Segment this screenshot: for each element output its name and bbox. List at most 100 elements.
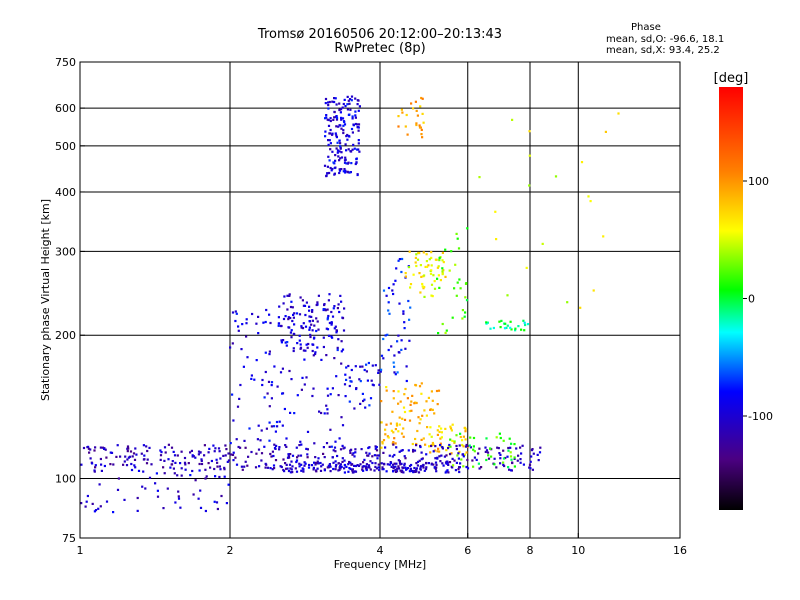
data-point: [177, 490, 180, 493]
data-point: [416, 114, 419, 117]
data-point: [381, 442, 384, 445]
data-point: [420, 458, 423, 461]
data-point: [497, 447, 500, 450]
point-cluster: [277, 293, 346, 353]
data-point: [331, 133, 334, 136]
data-point: [492, 326, 495, 330]
data-point: [415, 462, 418, 465]
data-point: [243, 465, 246, 468]
data-point: [328, 321, 331, 325]
data-point: [306, 456, 309, 459]
data-point: [345, 135, 348, 138]
data-point: [420, 96, 423, 100]
data-point: [493, 463, 496, 466]
data-point: [235, 463, 239, 466]
data-point: [432, 450, 435, 453]
data-point: [162, 466, 165, 469]
data-point: [459, 435, 462, 439]
data-point: [459, 432, 462, 435]
data-point: [334, 460, 337, 463]
data-point: [438, 455, 441, 458]
data-point: [207, 462, 210, 465]
data-point: [378, 454, 381, 457]
data-point: [440, 431, 443, 434]
data-point: [352, 143, 355, 146]
data-point: [286, 308, 289, 311]
data-point: [315, 329, 318, 333]
data-point: [589, 200, 592, 203]
data-point: [436, 450, 439, 453]
data-point: [336, 141, 339, 144]
x-tick-label: 10: [571, 544, 585, 557]
data-point: [334, 450, 337, 453]
data-point: [340, 118, 343, 121]
data-point: [289, 467, 292, 470]
data-point: [392, 431, 395, 434]
data-point: [451, 423, 454, 426]
data-point: [441, 447, 444, 450]
axes: 1 2 4 6 8 10 16 75 100 200 300 400 500 600 750: [55, 56, 687, 557]
data-point: [472, 448, 475, 451]
data-point: [399, 469, 402, 472]
data-point: [340, 116, 343, 119]
data-point: [349, 171, 352, 174]
data-point: [457, 468, 460, 471]
data-point: [388, 454, 391, 457]
data-point: [357, 129, 360, 132]
data-point: [408, 339, 411, 342]
data-point: [163, 459, 166, 462]
data-point: [119, 455, 122, 458]
data-point: [499, 457, 502, 460]
data-point: [329, 393, 332, 396]
data-point: [89, 448, 92, 451]
data-point: [409, 467, 412, 471]
data-point: [243, 439, 246, 442]
data-point: [400, 449, 403, 452]
data-point: [215, 458, 218, 461]
data-point: [354, 448, 357, 451]
data-point: [525, 266, 528, 269]
data-point: [327, 139, 330, 142]
data-point: [87, 447, 90, 450]
data-point: [468, 444, 471, 447]
data-point: [300, 463, 303, 466]
data-point: [331, 456, 334, 459]
data-point: [380, 368, 383, 371]
data-point: [327, 101, 330, 104]
data-point: [414, 437, 417, 441]
data-point: [116, 444, 119, 447]
data-point: [278, 420, 281, 423]
data-point: [300, 443, 303, 446]
data-point: [489, 447, 492, 450]
data-point: [277, 324, 280, 327]
data-point: [308, 326, 311, 329]
data-point: [406, 133, 409, 136]
data-point: [238, 397, 241, 400]
data-point: [229, 346, 232, 349]
data-point: [361, 392, 364, 395]
data-point: [378, 468, 381, 472]
data-point: [509, 455, 513, 458]
data-point: [268, 421, 271, 424]
data-point: [382, 357, 385, 360]
data-point: [347, 364, 350, 368]
data-point: [259, 439, 262, 442]
data-point: [330, 445, 333, 448]
data-point: [279, 371, 283, 374]
data-point: [311, 394, 314, 398]
data-point: [385, 423, 388, 426]
data-point: [398, 450, 401, 453]
data-point: [278, 305, 281, 308]
data-point: [283, 407, 286, 411]
data-point: [516, 459, 519, 462]
data-point: [333, 97, 336, 100]
data-point: [415, 467, 418, 470]
data-point: [338, 171, 341, 175]
data-point: [403, 418, 407, 421]
data-point: [156, 489, 159, 492]
data-point: [356, 123, 359, 126]
data-point: [304, 462, 307, 465]
data-point: [294, 467, 297, 470]
data-point: [397, 430, 400, 433]
data-point: [387, 301, 390, 304]
